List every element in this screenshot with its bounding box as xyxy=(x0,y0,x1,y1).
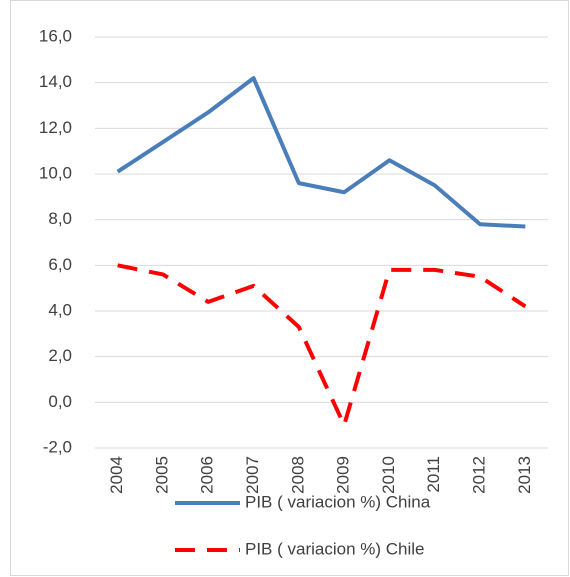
x-tick-label: 2009 xyxy=(334,456,353,494)
y-tick-label: 4,0 xyxy=(48,300,72,319)
legend-label: PIB ( variacion %) China xyxy=(245,492,431,511)
x-tick-label: 2006 xyxy=(198,456,217,494)
x-tick-label: 2005 xyxy=(152,456,171,494)
y-tick-label: 16,0 xyxy=(39,26,72,45)
x-tick-label: 2008 xyxy=(288,456,307,494)
series-line xyxy=(116,76,526,229)
y-tick-label: 6,0 xyxy=(48,255,72,274)
series-line xyxy=(117,263,527,428)
x-tick-label: 2013 xyxy=(515,456,534,494)
chart-frame xyxy=(10,0,569,576)
y-tick-label: 10,0 xyxy=(39,163,72,182)
x-tick-label: 2007 xyxy=(243,456,262,494)
x-tick-label: 2012 xyxy=(470,456,489,494)
x-tick-label: 2010 xyxy=(379,456,398,494)
x-tick-label: 2011 xyxy=(424,456,443,493)
y-tick-label: 8,0 xyxy=(48,209,72,228)
legend-label: PIB ( variacion %) Chile xyxy=(245,539,425,558)
y-tick-label: 14,0 xyxy=(39,72,72,91)
y-tick-label: -2,0 xyxy=(43,437,72,456)
y-tick-label: 0,0 xyxy=(48,392,72,411)
x-tick-label: 2004 xyxy=(107,456,126,494)
y-tick-label: 12,0 xyxy=(39,118,72,137)
y-tick-label: 2,0 xyxy=(48,346,72,365)
